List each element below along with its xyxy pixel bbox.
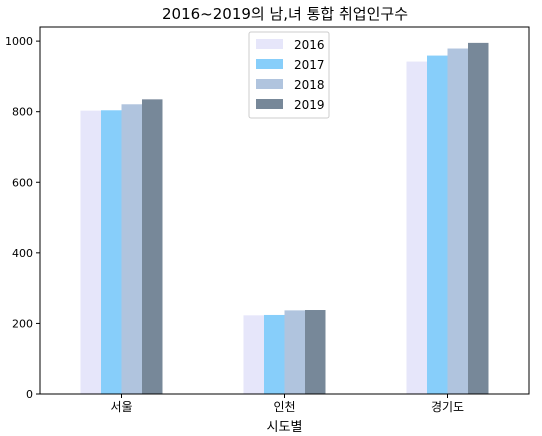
- x-axis-label: 시도별: [267, 420, 303, 435]
- legend: 2016 2017 2018 2019: [249, 32, 329, 118]
- legend-swatch-2017: [256, 59, 283, 69]
- y-tick-label: 1000: [5, 35, 33, 48]
- legend-label-2018: 2018: [294, 78, 325, 92]
- bar-2019-인천: [305, 310, 326, 394]
- y-tick-label: 800: [12, 106, 33, 119]
- y-tick-label: 400: [12, 247, 33, 260]
- legend-swatch-2019: [256, 99, 283, 109]
- bar-2016-인천: [244, 315, 265, 394]
- bar-2018-인천: [285, 310, 306, 394]
- bar-2017-인천: [264, 315, 285, 394]
- bar-2016-서울: [81, 111, 102, 394]
- bar-2017-경기도: [427, 56, 448, 394]
- bar-2018-경기도: [448, 49, 469, 394]
- bar-2016-경기도: [407, 62, 428, 394]
- x-axis: 서울 인천 경기도: [110, 394, 464, 414]
- x-tick-label: 경기도: [431, 400, 464, 414]
- y-tick-label: 200: [12, 317, 33, 330]
- bar-2017-서울: [101, 110, 122, 394]
- y-tick-label: 0: [26, 388, 33, 401]
- bar-2019-서울: [142, 99, 163, 394]
- legend-swatch-2018: [256, 79, 283, 89]
- legend-label-2016: 2016: [294, 38, 325, 52]
- x-tick-label: 인천: [273, 399, 295, 414]
- bar-2018-서울: [122, 104, 143, 394]
- bar-2019-경기도: [468, 43, 489, 394]
- legend-swatch-2016: [256, 39, 283, 49]
- chart-title: 2016~2019의 남,녀 통합 취업인구수: [162, 5, 408, 23]
- legend-label-2017: 2017: [294, 58, 325, 72]
- x-tick-label: 서울: [110, 400, 132, 414]
- y-axis: 0 200 400 600 800 1000: [5, 35, 40, 401]
- y-tick-label: 600: [12, 176, 33, 189]
- legend-label-2019: 2019: [294, 98, 325, 112]
